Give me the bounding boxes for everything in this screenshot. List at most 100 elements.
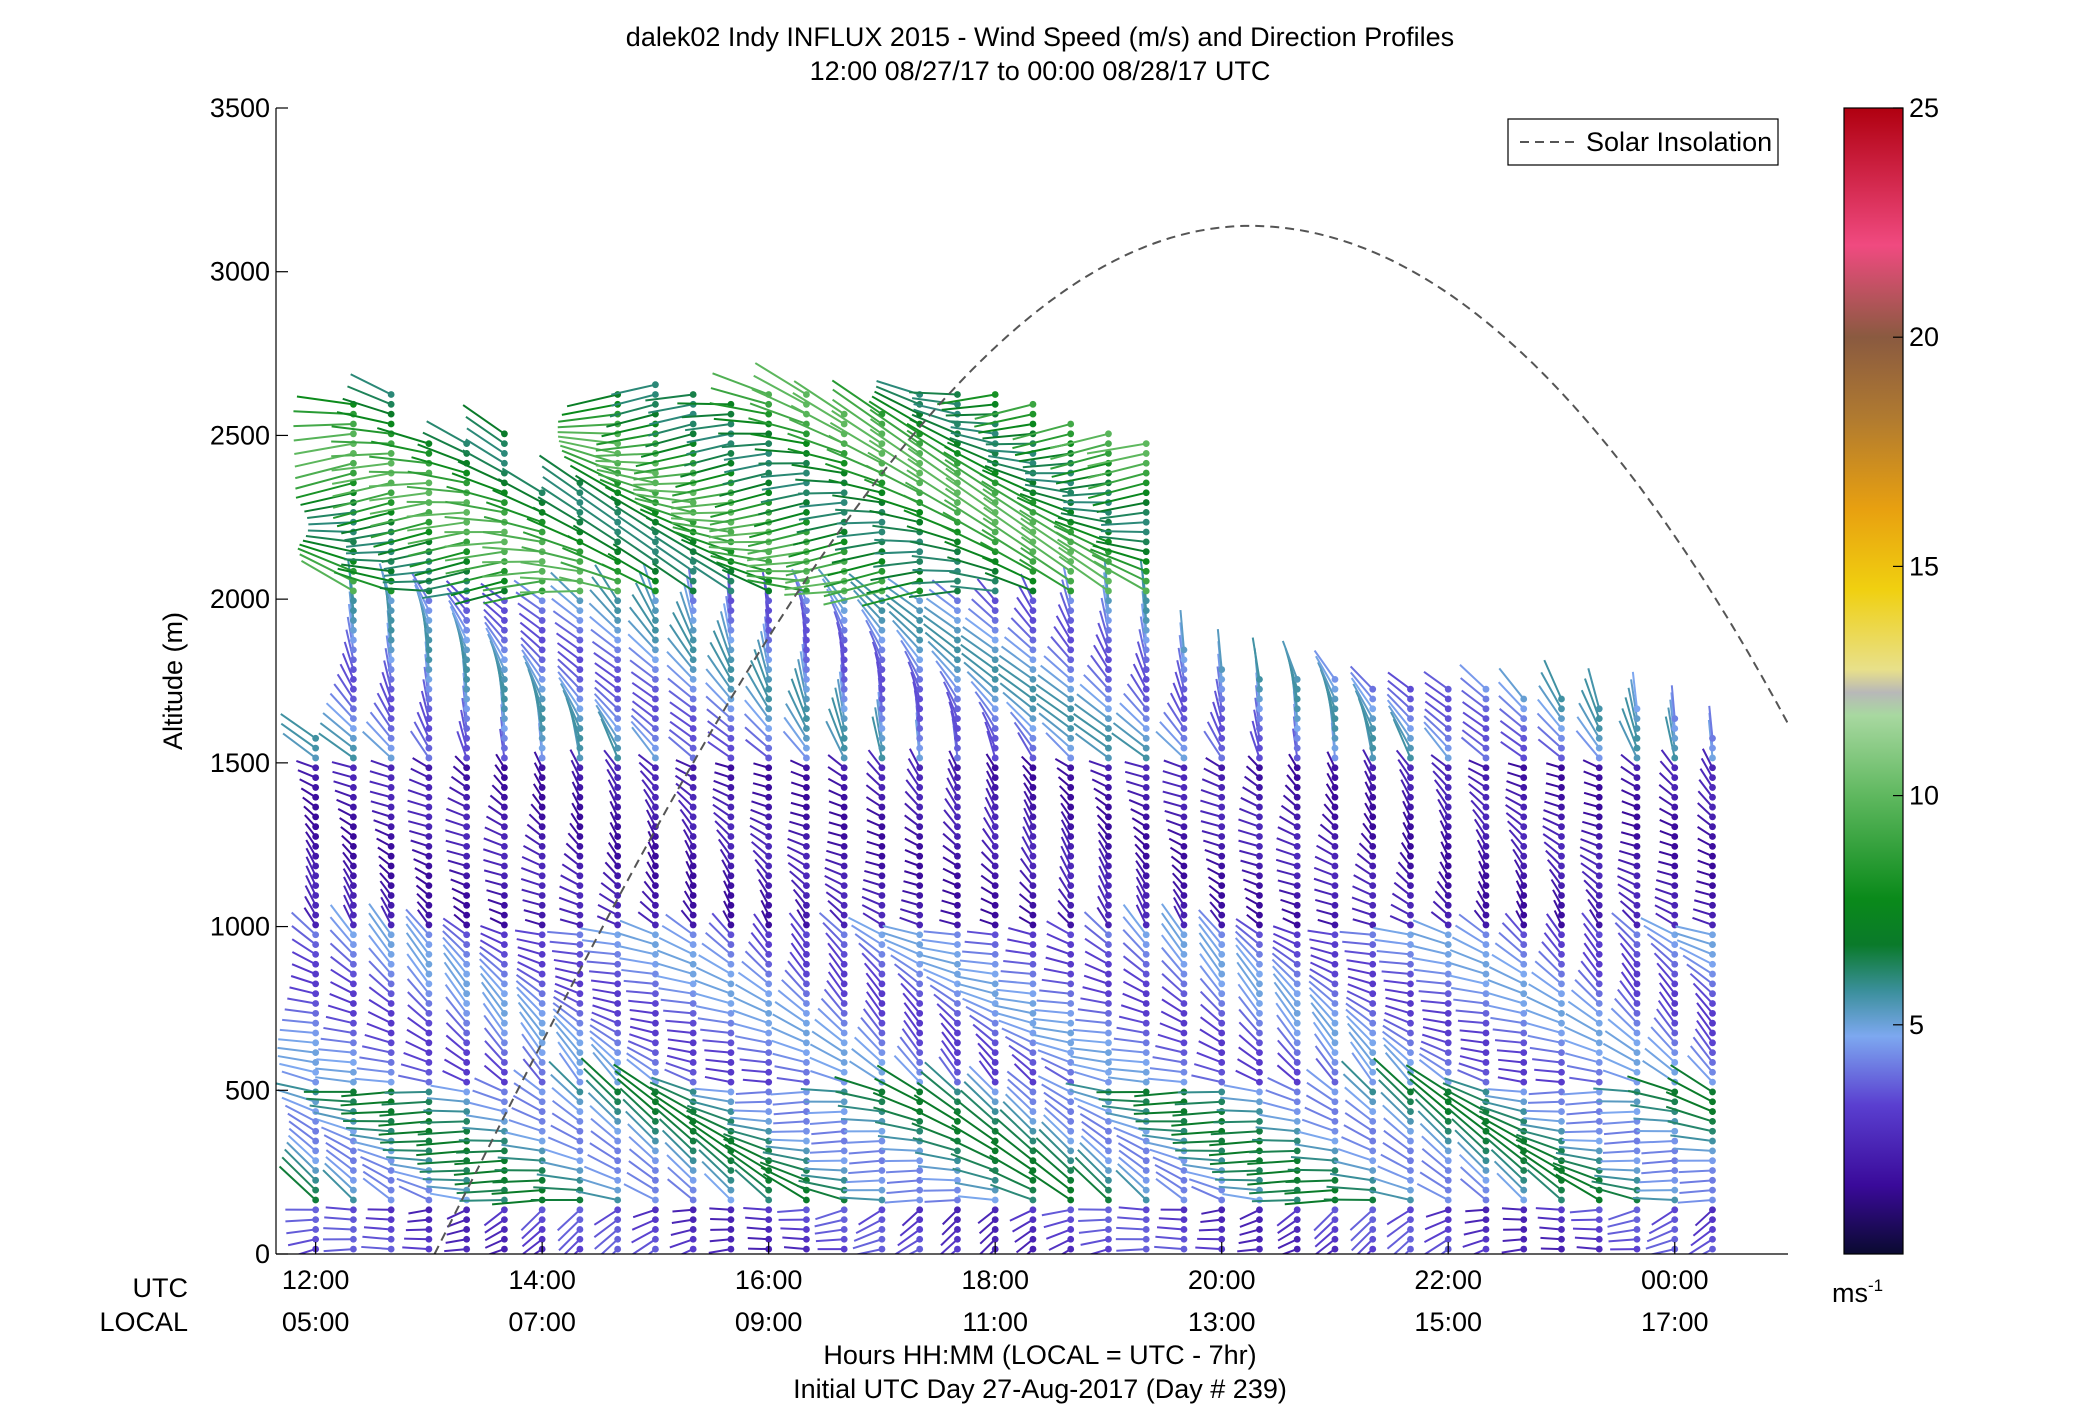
- wind-barb-shaft: [522, 1238, 543, 1254]
- wind-barb-shaft: [896, 1045, 921, 1073]
- wind-barb-point: [1218, 803, 1226, 811]
- wind-barb-point: [614, 1167, 622, 1174]
- wind-barb-shaft: [667, 1038, 694, 1044]
- wind-barb-point: [878, 1206, 886, 1214]
- wind-barb-point: [1105, 872, 1112, 880]
- wind-barb-shaft: [555, 632, 581, 651]
- wind-barb-shaft: [667, 1166, 694, 1191]
- wind-barb-point: [803, 1029, 810, 1037]
- wind-barb-shaft: [854, 933, 883, 956]
- wind-barb-shaft: [748, 941, 770, 965]
- wind-barb-point: [1444, 833, 1452, 840]
- wind-barb-shaft: [840, 1118, 882, 1123]
- wind-barb-shaft: [484, 826, 505, 838]
- wind-barb-shaft: [874, 390, 921, 416]
- wind-barb-shaft: [368, 903, 392, 936]
- wind-barb-shaft: [861, 904, 883, 917]
- wind-barb-point: [1105, 1186, 1112, 1194]
- wind-barb-shaft: [1346, 990, 1374, 1005]
- wind-barb-point: [1029, 666, 1037, 673]
- wind-barb-point: [387, 833, 395, 840]
- wind-barb-shaft: [1084, 937, 1110, 956]
- wind-barb-point: [1369, 1245, 1377, 1253]
- wind-barb-shaft: [1017, 502, 1072, 533]
- wind-barb-point: [1293, 852, 1301, 860]
- wind-barb-shaft: [1177, 1090, 1222, 1094]
- wind-barb-point: [614, 1157, 622, 1165]
- wind-barb-point: [1142, 823, 1150, 831]
- wind-barb-point: [1067, 1098, 1075, 1106]
- wind-barb-shaft: [595, 459, 656, 465]
- wind-barb-point: [727, 862, 735, 870]
- wind-barb-point: [387, 1009, 395, 1017]
- wind-barb-shaft: [727, 572, 732, 601]
- wind-barb-point: [1482, 695, 1490, 703]
- wind-barb-shaft: [1216, 629, 1223, 670]
- wind-barb-point: [1180, 666, 1188, 673]
- wind-barb-point: [538, 970, 546, 978]
- wind-barb-shaft: [1060, 1248, 1072, 1254]
- wind-barb-shaft: [442, 944, 468, 975]
- wind-barb-point: [538, 892, 546, 899]
- wind-barb-shaft: [558, 1052, 581, 1083]
- wind-barb-shaft: [492, 1179, 543, 1184]
- wind-barb-shaft: [1019, 492, 1072, 514]
- wind-barb-shaft: [714, 820, 732, 838]
- wind-barb-shaft: [284, 1148, 317, 1182]
- wind-barb-shaft: [557, 431, 618, 435]
- wind-barb-shaft: [1462, 721, 1487, 740]
- wind-barb-point: [1256, 675, 1263, 683]
- wind-barb-point: [1142, 1059, 1150, 1066]
- wind-barb-shaft: [1237, 1248, 1260, 1253]
- wind-barb-shaft: [747, 672, 770, 710]
- wind-barb-shaft: [1006, 1086, 1034, 1113]
- wind-barb-shaft: [1460, 677, 1487, 700]
- wind-barb-point: [991, 774, 999, 781]
- wind-barb-shaft: [1378, 1079, 1412, 1113]
- wind-barb-shaft: [290, 975, 316, 985]
- wind-barb-shaft: [341, 563, 392, 573]
- wind-barb-point: [1067, 764, 1075, 772]
- wind-barb-point: [1293, 1068, 1301, 1076]
- wind-barb-shaft: [938, 1012, 959, 1034]
- wind-barb-shaft: [589, 1105, 619, 1132]
- wind-barb-point: [991, 567, 999, 575]
- wind-barb-shaft: [597, 903, 619, 916]
- wind-barb-shaft: [1311, 1011, 1336, 1044]
- wind-barb-shaft: [857, 1026, 883, 1054]
- wind-barb-point: [689, 715, 697, 723]
- wind-barb-point: [1293, 842, 1301, 850]
- wind-barb-shaft: [1298, 1130, 1336, 1143]
- wind-barb-point: [614, 646, 622, 654]
- wind-barb-shaft: [1154, 1163, 1185, 1182]
- wind-barb-shaft: [1092, 491, 1147, 507]
- wind-barb-point: [1444, 1226, 1452, 1233]
- wind-barb-shaft: [741, 960, 770, 985]
- wind-barb-shaft: [1448, 1108, 1487, 1142]
- wind-barb-point: [765, 892, 773, 899]
- wind-barb-shaft: [679, 591, 695, 631]
- wind-barb-point: [1482, 764, 1490, 772]
- wind-barb-shaft: [612, 543, 656, 573]
- wind-barb-shaft: [1041, 1208, 1071, 1217]
- wind-barb-shaft: [376, 692, 393, 720]
- wind-barb-point: [501, 764, 508, 772]
- wind-barb-shaft: [882, 931, 920, 946]
- wind-barb-shaft: [912, 568, 958, 573]
- wind-barb-shaft: [305, 874, 317, 896]
- wind-barb-shaft: [619, 919, 656, 936]
- wind-barb-point: [991, 1068, 999, 1076]
- wind-barb-point: [1369, 990, 1377, 998]
- wind-barb-point: [765, 1029, 773, 1037]
- wind-barb-point: [1369, 813, 1377, 821]
- wind-barb-shaft: [1345, 1008, 1374, 1034]
- wind-barb-point: [803, 705, 810, 713]
- wind-barb-shaft: [860, 1017, 883, 1044]
- wind-barb-shaft: [296, 1248, 316, 1254]
- wind-barb-shaft: [787, 960, 808, 985]
- wind-barb-point: [387, 1059, 395, 1066]
- wind-barb-shaft: [519, 621, 543, 641]
- wind-barb-shaft: [670, 511, 731, 515]
- wind-barb-point: [1407, 911, 1414, 919]
- wind-barb-shaft: [1160, 1010, 1185, 1025]
